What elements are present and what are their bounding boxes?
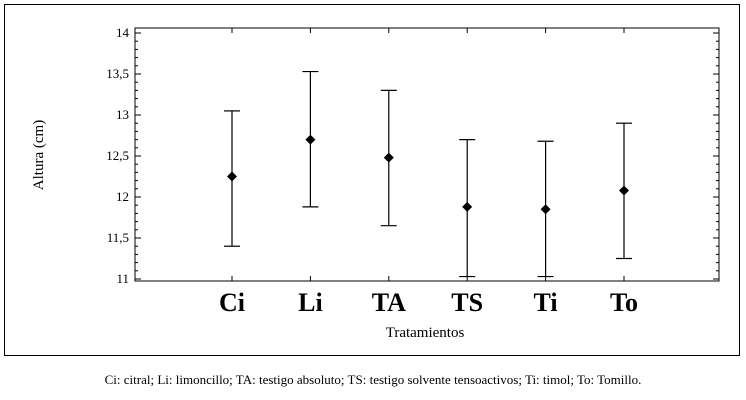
plot-area xyxy=(134,27,720,282)
y-axis: 11 11,5 12 12,5 13 13,5 14 xyxy=(106,25,719,286)
data-point xyxy=(305,134,316,145)
x-category-label: Li xyxy=(298,288,323,317)
x-category-label: TA xyxy=(372,288,406,317)
data-point xyxy=(383,152,394,163)
y-tick-label: 13,5 xyxy=(106,66,129,81)
data-marks xyxy=(224,70,632,278)
data-point xyxy=(540,204,551,215)
y-tick-label: 12,5 xyxy=(106,148,129,163)
y-tick-label: 13 xyxy=(116,107,129,122)
x-category-label: To xyxy=(610,288,638,317)
y-tick-label: 14 xyxy=(116,25,130,40)
x-category-label: TS xyxy=(451,288,483,317)
x-axis-title: Tratamientos xyxy=(386,325,465,341)
data-point xyxy=(462,201,473,212)
figure-frame: 11 11,5 12 12,5 13 13,5 14 Ci Li TA TS Ti To Tratam… xyxy=(4,4,740,356)
y-tick-label: 12 xyxy=(116,189,129,204)
x-category-label: Ti xyxy=(534,288,558,317)
figure-caption: Ci: citral; Li: limoncillo; TA: testigo … xyxy=(104,372,642,387)
data-point xyxy=(619,185,629,196)
chart: 11 11,5 12 12,5 13 13,5 14 Ci Li TA TS Ti To Tratam… xyxy=(31,25,720,341)
data-point xyxy=(227,171,237,182)
y-axis-title: Altura (cm) xyxy=(31,120,47,190)
y-tick-label: 11,5 xyxy=(107,230,129,245)
x-axis: Ci Li TA TS Ti To xyxy=(219,28,638,317)
x-category-label: Ci xyxy=(219,288,245,317)
y-tick-label: 11 xyxy=(116,271,129,286)
